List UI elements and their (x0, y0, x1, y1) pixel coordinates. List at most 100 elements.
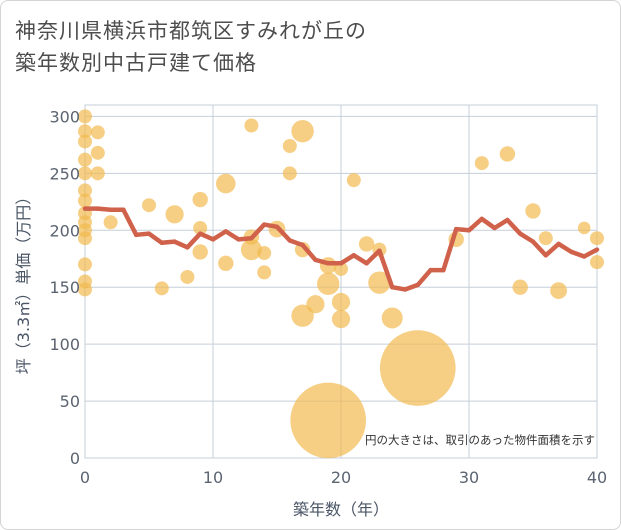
data-bubble (331, 309, 351, 329)
trend-line-segment (466, 216, 485, 233)
trend-line-segment (249, 222, 267, 241)
trend-line-segment (517, 231, 536, 244)
data-bubble (282, 166, 297, 181)
trend-line-segment (185, 231, 203, 250)
data-bubble (257, 265, 272, 280)
grid-lines (84, 105, 598, 459)
trend-line-segment (543, 241, 561, 258)
trend-line-segment (415, 267, 433, 288)
y-tick-label: 0 (70, 449, 80, 468)
title-line-2: 築年数別中古戸建て価格 (15, 51, 257, 75)
data-bubble (550, 282, 567, 300)
x-tick-label: 30 (459, 468, 479, 487)
trend-line-segment (377, 248, 395, 290)
data-bubble (78, 183, 92, 198)
data-bubble (78, 231, 92, 246)
y-tick-label: 50 (60, 392, 80, 411)
x-tick-label: 10 (203, 468, 223, 487)
trend-line-segment (197, 231, 216, 242)
data-bubble (78, 134, 92, 149)
trend-line-segment (441, 226, 459, 273)
trend-line-segment (402, 282, 421, 292)
y-tick-label: 100 (49, 335, 80, 354)
data-bubble (78, 124, 92, 139)
data-bubble (216, 173, 236, 194)
data-bubble (368, 271, 391, 294)
data-bubble (90, 125, 105, 140)
data-bubble (78, 152, 92, 167)
data-bubble (193, 220, 208, 235)
title-line-1: 神奈川県横浜市都筑区すみれが丘の (15, 19, 367, 43)
trend-line-segment (338, 253, 357, 266)
data-bubble (78, 282, 92, 297)
trend-line-segment (351, 253, 369, 266)
data-bubble (282, 138, 297, 153)
chart-title: 神奈川県横浜市都筑区すみれが丘の 築年数別中古戸建て価格 (15, 15, 367, 79)
trend-line-segment (274, 224, 293, 243)
data-bubble (103, 215, 118, 230)
size-note: 円の大きさは、取引のあった物件面積を示す (365, 433, 595, 447)
trend-line-segment (479, 216, 497, 231)
data-bubble (317, 272, 340, 295)
trend-line-segment (146, 231, 165, 246)
data-bubble (154, 281, 169, 296)
data-bubble (78, 257, 92, 272)
data-bubble (346, 173, 361, 188)
data-bubble (512, 279, 528, 295)
trend-line-segment (210, 229, 229, 242)
x-tick-label: 40 (587, 468, 607, 487)
data-bubble (590, 231, 604, 246)
data-bubble (78, 193, 92, 208)
data-bubble (291, 119, 314, 143)
data-bubble (78, 166, 92, 181)
trend-line-segment (364, 248, 382, 266)
data-bubble (90, 166, 105, 181)
trend-line-segment (300, 242, 318, 263)
data-bubble (331, 292, 351, 312)
data-bubble (358, 236, 375, 252)
y-tick-label: 150 (49, 278, 80, 297)
data-bubble (142, 198, 156, 213)
y-tick-labels: 0 50 100 150 200 250 300 (49, 107, 80, 468)
y-axis-label: 坪（3.3㎡）単価（万円） (14, 189, 33, 374)
data-bubble (192, 244, 208, 260)
data-bubble (381, 307, 403, 329)
data-bubble (499, 146, 516, 162)
data-bubble (240, 239, 262, 261)
data-bubble (590, 255, 604, 270)
trend-line-segment (223, 229, 241, 242)
y-tick-label: 200 (49, 221, 80, 240)
data-bubble (525, 203, 541, 219)
trend-line-layer (82, 206, 600, 292)
trend-line-segment (492, 217, 510, 231)
x-tick-labels: 0 10 20 30 40 (80, 468, 607, 487)
trend-line-segment (505, 217, 523, 236)
data-bubble (291, 304, 314, 327)
data-bubble (577, 221, 591, 235)
trend-line-segment (172, 239, 190, 250)
trend-line-segment (569, 249, 587, 259)
trend-line-segment (581, 247, 600, 259)
data-bubble (244, 118, 259, 133)
data-bubble (380, 330, 456, 406)
trend-line-segment (121, 207, 139, 238)
y-tick-label: 250 (49, 164, 80, 183)
x-axis-label: 築年数（年） (293, 500, 389, 519)
x-tick-label: 20 (331, 468, 351, 487)
data-bubble (306, 295, 325, 314)
data-bubble (165, 205, 184, 224)
data-bubble (474, 156, 489, 171)
data-bubble (180, 269, 195, 284)
data-bubble (290, 382, 367, 459)
trend-line-segment (530, 239, 549, 258)
bubble-layer (78, 109, 604, 459)
y-tick-label: 300 (49, 107, 80, 126)
data-bubble (90, 145, 105, 160)
data-bubble (192, 191, 208, 208)
data-bubble (78, 109, 92, 124)
data-bubble (538, 231, 553, 246)
x-tick-label: 0 (80, 468, 90, 487)
trend-line-segment (556, 241, 574, 255)
